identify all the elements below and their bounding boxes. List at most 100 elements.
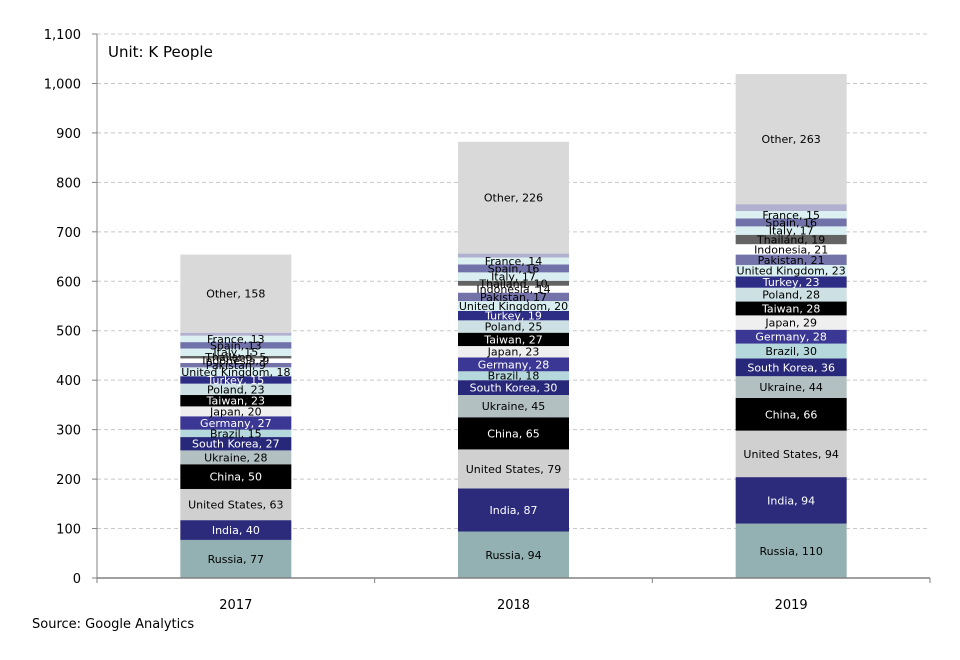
data-label-united-states: United States, 63	[188, 499, 283, 512]
bar-segment-other	[735, 74, 847, 205]
bar-segment-germany	[735, 329, 847, 344]
data-label-france: France, 14	[485, 255, 543, 268]
bar-segment-turkey	[458, 310, 569, 321]
bar-segment-brazil	[735, 343, 847, 359]
bar-segment-japan	[458, 346, 569, 358]
bar-segment-thailand	[458, 280, 569, 286]
y-tick-label: 200	[56, 473, 81, 488]
y-tick-label: 500	[56, 325, 81, 340]
bar-segment-indonesia	[735, 244, 847, 255]
data-label-thailand: Thailand, 19	[756, 233, 825, 246]
data-label-germany: Germany, 28	[478, 358, 550, 371]
bar-segment-other	[180, 254, 292, 333]
data-label-china: China, 50	[210, 471, 262, 484]
data-label-poland: Poland, 28	[762, 289, 820, 302]
data-label-taiwan: Taiwan, 28	[761, 302, 820, 315]
data-label-poland: Poland, 23	[207, 383, 265, 396]
data-label-taiwan: Taiwan, 23	[206, 395, 265, 408]
bars: Russia, 77 India, 40 United States, 63 Chin…	[180, 74, 847, 578]
data-label-ukraine: Ukraine, 44	[759, 381, 822, 394]
bar-segment-thailand	[180, 355, 292, 359]
bar-segment-spain	[458, 264, 569, 273]
data-label-turkey: Turkey, 19	[484, 310, 542, 323]
data-label-japan: Japan, 29	[764, 317, 817, 330]
bar-stack-2018: Russia, 94 India, 87 United States, 79 Chin…	[458, 141, 569, 578]
data-label-brazil: Brazil, 15	[210, 427, 262, 440]
bar-segment-russia	[458, 531, 569, 578]
bar-segment-germany	[458, 357, 569, 372]
data-label-india: India, 87	[490, 504, 538, 517]
x-tick-label: 2019	[775, 598, 808, 613]
data-label-germany: Germany, 27	[200, 417, 272, 430]
bar-segment-italy	[735, 226, 847, 235]
data-label-spain: Spain, 16	[488, 262, 540, 275]
data-label-italy: Italy, 17	[491, 271, 536, 284]
bar-segment-united-states	[180, 488, 292, 521]
data-label-turkey: Turkey, 15	[206, 374, 264, 387]
bar-segment-south-korea	[735, 358, 847, 377]
y-tick-label: 900	[56, 127, 81, 142]
bar-segment-thailand	[735, 234, 847, 245]
y-tick-label: 600	[56, 275, 81, 290]
bar-segment-brazil	[180, 429, 292, 438]
data-label-spain: Spain, 13	[210, 339, 262, 352]
data-label-united-kingdom: United Kingdom, 23	[737, 265, 846, 278]
data-label-italy: Italy, 17	[769, 225, 814, 238]
bar-segment-india	[458, 488, 569, 532]
y-tick-label: 300	[56, 424, 81, 439]
bar-segment-unlabeled	[180, 332, 292, 336]
data-label-indonesia: Indonesia, 14	[476, 283, 550, 296]
bar-segment-japan	[735, 315, 847, 330]
bar-segment-brazil	[458, 371, 569, 381]
data-label-other: Other, 263	[762, 133, 821, 146]
y-tick-label: 400	[56, 374, 81, 389]
bar-segment-japan	[180, 406, 292, 417]
data-label-india: India, 40	[212, 524, 260, 537]
data-label-ukraine: Ukraine, 28	[204, 451, 267, 464]
data-label-germany: Germany, 28	[755, 331, 827, 344]
bar-segment-indonesia	[180, 358, 292, 363]
bar-segment-taiwan	[735, 301, 847, 316]
data-label-pakistan: Pakistan, 21	[758, 254, 825, 267]
bar-segment-unlabeled	[735, 204, 847, 212]
data-label-pakistan: Pakistan, 17	[480, 291, 547, 304]
bar-segment-taiwan	[458, 332, 569, 347]
bar-segment-india	[180, 520, 292, 540]
data-label-russia: Russia, 77	[208, 553, 264, 566]
data-label-japan: Japan, 23	[487, 346, 540, 359]
y-tick-label: 700	[56, 226, 81, 241]
bar-segment-pakistan	[458, 292, 569, 302]
bar-segment-spain	[735, 218, 847, 227]
bar-segment-france	[180, 335, 292, 343]
bar-segment-russia	[735, 523, 847, 578]
bar-segment-united-kingdom	[180, 367, 292, 377]
bar-segment-spain	[180, 342, 292, 349]
data-label-thailand: Thailand, 10	[478, 277, 547, 290]
x-tick-label: 2017	[219, 598, 252, 613]
bar-segment-china	[458, 417, 569, 450]
bar-segment-other	[458, 141, 569, 254]
bar-segment-turkey	[180, 376, 292, 384]
x-tick-label: 2018	[497, 598, 530, 613]
bar-segment-india	[735, 477, 847, 524]
bar-stack-2019: Russia, 110 India, 94 United States, 94 Chi…	[735, 74, 847, 578]
bar-segment-germany	[180, 416, 292, 430]
bar-segment-ukraine	[735, 376, 847, 398]
bar-segment-china	[180, 464, 292, 489]
bar-segment-unlabeled	[458, 253, 569, 258]
data-label-united-kingdom: United Kingdom, 18	[181, 366, 290, 379]
bar-segment-ukraine	[180, 450, 292, 465]
bar-segment-china	[735, 397, 847, 431]
data-label-united-kingdom: United Kingdom, 20	[459, 300, 568, 313]
data-label-other: Other, 226	[484, 192, 543, 205]
data-label-russia: Russia, 94	[485, 549, 541, 562]
data-label-poland: Poland, 25	[485, 321, 543, 334]
bar-segment-south-korea	[458, 380, 569, 396]
data-label-brazil: Brazil, 18	[488, 370, 540, 383]
bar-segment-poland	[735, 287, 847, 302]
data-label-spain: Spain, 16	[765, 216, 817, 229]
data-label-pakistan: Pakistan, 9	[206, 359, 266, 372]
bar-segment-poland	[180, 383, 292, 396]
data-label-china: China, 66	[765, 408, 817, 421]
bar-segment-france	[458, 257, 569, 265]
